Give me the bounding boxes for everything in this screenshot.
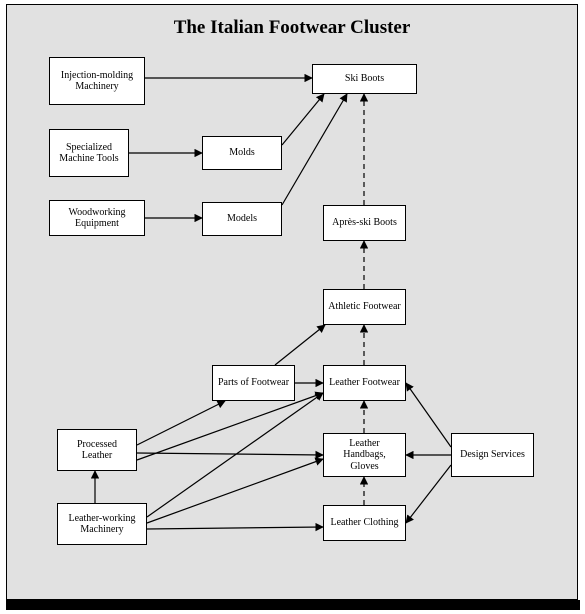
edge-16: [147, 393, 323, 517]
diagram-title: The Italian Footwear Cluster: [7, 17, 577, 39]
edge-11: [275, 325, 325, 365]
node-apresSki: Après-ski Boots: [323, 205, 406, 241]
node-athletic: Athletic Footwear: [323, 289, 406, 325]
node-models: Models: [202, 202, 282, 236]
diagram-frame: The Italian Footwear Cluster Injection-m…: [6, 4, 578, 600]
edge-19: [406, 383, 451, 447]
node-leatherFw: Leather Footwear: [323, 365, 406, 401]
node-leatherCl: Leather Clothing: [323, 505, 406, 541]
edge-13: [137, 453, 323, 455]
node-injMold: Injection-molding Machinery: [49, 57, 145, 105]
node-specTools: Specialized Machine Tools: [49, 129, 129, 177]
edge-12: [137, 401, 225, 445]
edge-18: [147, 527, 323, 529]
node-handbags: Leather Handbags, Gloves: [323, 433, 406, 477]
node-partsFoot: Parts of Footwear: [212, 365, 295, 401]
node-molds: Molds: [202, 136, 282, 170]
node-woodEq: Woodworking Equipment: [49, 200, 145, 236]
edge-14: [137, 393, 323, 460]
node-lwMach: Leather-working Machinery: [57, 503, 147, 545]
edge-4: [282, 94, 347, 205]
node-processed: Processed Leather: [57, 429, 137, 471]
edge-3: [282, 94, 324, 145]
node-skiBoots: Ski Boots: [312, 64, 417, 94]
edge-21: [406, 465, 451, 523]
page: The Italian Footwear Cluster Injection-m…: [0, 0, 585, 614]
node-design: Design Services: [451, 433, 534, 477]
bottom-bar: [6, 600, 580, 610]
edge-17: [147, 459, 323, 523]
